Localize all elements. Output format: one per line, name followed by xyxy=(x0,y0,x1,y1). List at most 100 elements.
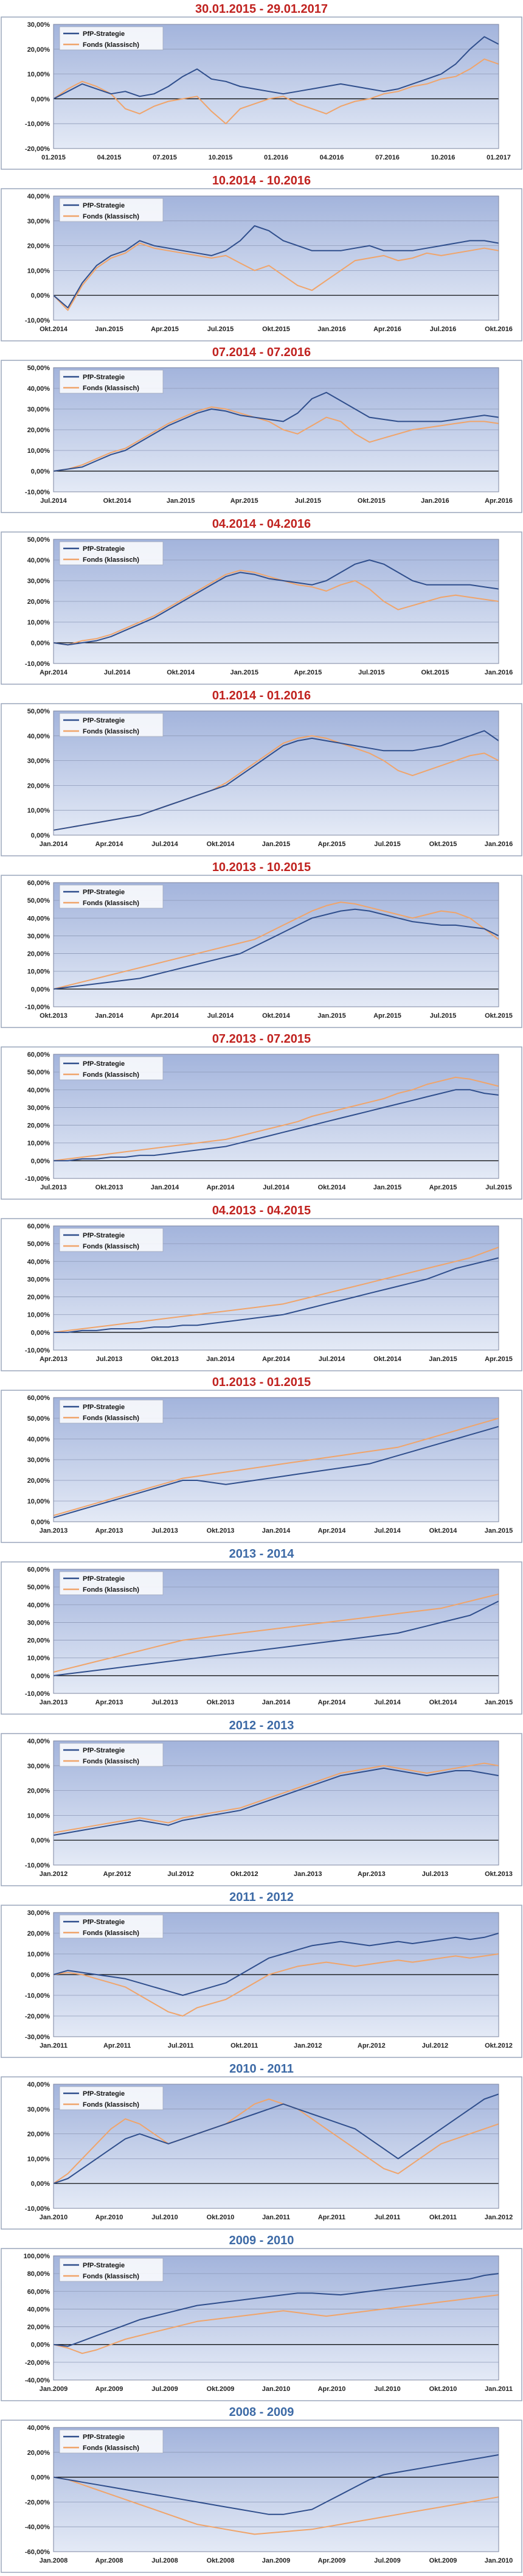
y-tick-label: 10,00% xyxy=(27,447,50,455)
chart-panel: 30.01.2015 - 29.01.2017 -20,00% -10,00% 0,0… xyxy=(0,0,523,172)
x-tick-label: Okt.2015 xyxy=(358,497,386,505)
x-tick-label: Jan.2014 xyxy=(262,1527,291,1535)
chart-panel: 2010 - 2011 -10,00% 0,00% 10,00% 20,00% 30,00… xyxy=(0,2060,523,2231)
y-tick-label: -20,00% xyxy=(25,2359,50,2367)
y-tick-label: -10,00% xyxy=(25,660,50,668)
y-tick-label: 30,00% xyxy=(27,21,50,29)
line-chart: 0,00% 10,00% 20,00% 30,00% 40,00% 50,00% 60,00… xyxy=(1,1390,522,1543)
y-tick-label: 0,00% xyxy=(31,1972,50,1979)
series-line-fund xyxy=(53,2476,499,2535)
x-tick-label: Apr.2009 xyxy=(318,2557,346,2564)
x-tick-label: Apr.2014 xyxy=(318,1527,347,1535)
legend-label-strategy: PfP-Strategie xyxy=(83,1404,125,1411)
line-chart: -10,00% 0,00% 10,00% 20,00% 30,00% 40,00% Jan.… xyxy=(1,2076,522,2230)
legend-label-fund: Fonds (klassisch) xyxy=(83,2101,139,2109)
x-tick-label: Okt.2014 xyxy=(373,1356,402,1363)
y-tick-label: 20,00% xyxy=(27,2131,50,2138)
plot-border xyxy=(53,1054,499,1179)
plot-border xyxy=(53,1225,499,1351)
y-tick-label: 30,00% xyxy=(27,1104,50,1111)
legend: PfP-Strategie Fonds (klassisch) xyxy=(59,1743,164,1767)
x-tick-label: 04.2015 xyxy=(97,154,122,161)
line-chart: -10,00% 0,00% 10,00% 20,00% 30,00% 40,00% 50,0… xyxy=(1,1561,522,1715)
y-tick-label: 40,00% xyxy=(27,733,50,740)
y-tick-label: 0,00% xyxy=(31,96,50,103)
legend-label-strategy: PfP-Strategie xyxy=(83,1919,125,1926)
x-tick-label: Jul.2015 xyxy=(430,1012,456,1020)
y-tick-label: 0,00% xyxy=(31,832,50,839)
line-chart: -10,00% 0,00% 10,00% 20,00% 30,00% 40,00% 50,0… xyxy=(1,875,522,1028)
chart-panel: 07.2013 - 07.2015 -10,00% 0,00% 10,00% 20,00… xyxy=(0,1030,523,1202)
chart-title: 07.2013 - 07.2015 xyxy=(212,1032,311,1046)
y-tick-label: 20,00% xyxy=(27,2449,50,2457)
series-line-fund xyxy=(53,2294,499,2354)
x-tick-label: Okt.2013 xyxy=(95,1184,123,1191)
legend-box xyxy=(59,1399,164,1424)
plot-border xyxy=(53,2255,499,2381)
x-tick-label: Okt.2014 xyxy=(167,669,195,676)
y-tick-label: 20,00% xyxy=(27,1122,50,1130)
chart-panel: 2009 - 2010 -40,00% -20,00% 0,00% 20,00% 40,0… xyxy=(0,2231,523,2403)
plot-border xyxy=(53,539,499,664)
y-tick-label: -30,00% xyxy=(25,2034,50,2041)
x-tick-label: Jan.2015 xyxy=(262,841,290,848)
x-tick-label: Jul.2013 xyxy=(422,1871,448,1878)
y-tick-label: 0,00% xyxy=(31,1673,50,1680)
line-chart: -20,00% -10,00% 0,00% 10,00% 20,00% 30,00% 01.… xyxy=(1,16,522,170)
plot-border xyxy=(53,1569,499,1694)
x-tick-label: Apr.2012 xyxy=(358,2042,386,2049)
series-line-strategy xyxy=(53,1600,499,1676)
y-tick-label: 40,00% xyxy=(27,1436,50,1443)
y-tick-label: 60,00% xyxy=(27,2288,50,2295)
x-tick-label: Jan.2016 xyxy=(421,497,449,505)
y-tick-label: 60,00% xyxy=(27,1395,50,1402)
line-chart: -30,00% -20,00% -10,00% 0,00% 10,00% 20,00% 30… xyxy=(1,1905,522,2058)
y-tick-label: 20,00% xyxy=(27,1477,50,1485)
series-line-fund xyxy=(53,406,499,472)
y-tick-label: -10,00% xyxy=(25,1690,50,1698)
x-tick-label: Apr.2014 xyxy=(151,1012,179,1020)
x-tick-label: Apr.2015 xyxy=(151,326,179,333)
y-tick-label: 50,00% xyxy=(27,708,50,715)
series-line-strategy xyxy=(54,1089,499,1161)
plot-border xyxy=(53,1912,499,2037)
chart-panel: 10.2013 - 10.2015 -10,00% 0,00% 10,00% 20,00… xyxy=(0,858,523,1030)
y-tick-label: 40,00% xyxy=(27,915,50,922)
y-tick-label: 10,00% xyxy=(27,807,50,814)
legend-label-strategy: PfP-Strategie xyxy=(83,2090,125,2098)
x-tick-label: Okt.2010 xyxy=(429,2385,457,2393)
line-chart: -10,00% 0,00% 10,00% 20,00% 30,00% 40,00% Jan.… xyxy=(1,1733,522,1886)
x-tick-label: Apr.2015 xyxy=(230,497,258,505)
x-tick-label: Apr.2016 xyxy=(485,497,513,505)
plot-border xyxy=(53,882,499,1007)
x-tick-label: Okt.2009 xyxy=(207,2385,235,2393)
y-tick-label: 40,00% xyxy=(27,557,50,564)
x-tick-label: Okt.2015 xyxy=(262,326,290,333)
y-tick-label: 10,00% xyxy=(27,1312,50,1319)
series-line-fund xyxy=(53,1247,499,1333)
chart-panel: 07.2014 - 07.2016 -10,00% 0,00% 10,00% 20,00… xyxy=(0,343,523,515)
y-tick-label: 30,00% xyxy=(27,1276,50,1283)
x-tick-label: Jul.2014 xyxy=(40,497,67,505)
x-tick-label: Jan.2008 xyxy=(40,2557,68,2564)
x-tick-label: Okt.2015 xyxy=(421,669,449,676)
legend-label-fund: Fonds (klassisch) xyxy=(83,1243,139,1250)
x-tick-label: Jul.2014 xyxy=(151,841,178,848)
x-tick-label: Jan.2010 xyxy=(485,2557,513,2564)
series-line-fund xyxy=(53,570,499,646)
x-tick-label: Apr.2015 xyxy=(318,841,346,848)
y-tick-label: 60,00% xyxy=(27,880,50,887)
chart-panel: 01.2014 - 01.2016 0,00% 10,00% 20,00% 30,00%… xyxy=(0,687,523,858)
y-tick-label: 20,00% xyxy=(27,2324,50,2331)
x-tick-label: Jul.2013 xyxy=(151,1527,178,1535)
x-tick-label: Okt.2014 xyxy=(40,326,68,333)
legend-label-fund: Fonds (klassisch) xyxy=(83,1930,139,1937)
x-tick-label: Jan.2011 xyxy=(485,2385,513,2393)
legend: PfP-Strategie Fonds (klassisch) xyxy=(59,884,164,909)
legend: PfP-Strategie Fonds (klassisch) xyxy=(59,713,164,737)
x-tick-label: Apr.2010 xyxy=(318,2385,346,2393)
y-tick-label: -10,00% xyxy=(25,1862,50,1869)
x-tick-label: Jan.2015 xyxy=(230,669,258,676)
legend-label-fund: Fonds (klassisch) xyxy=(83,213,139,220)
